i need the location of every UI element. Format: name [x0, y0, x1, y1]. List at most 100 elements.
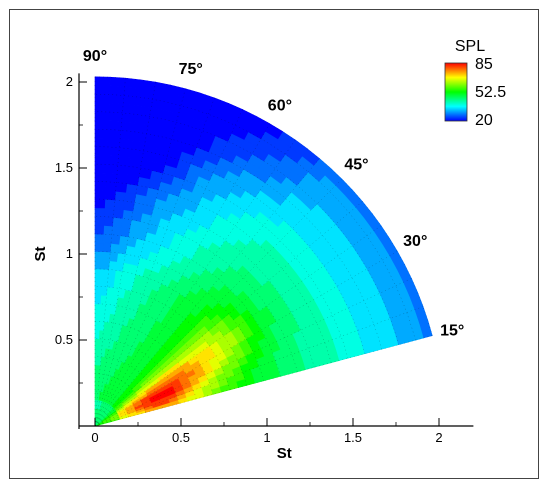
contour-cell: [114, 190, 127, 202]
contour-cell: [94, 277, 102, 287]
grid-arc: [94, 338, 180, 404]
x-tick-label: 2: [435, 430, 442, 445]
grid-arc: [94, 390, 129, 418]
contour-cell: [94, 312, 101, 322]
contour-cell: [124, 77, 141, 89]
contour-cell: [94, 224, 105, 235]
grid-arc: [94, 128, 382, 350]
contour-cell: [103, 216, 114, 227]
contour-cell: [117, 156, 131, 167]
contour-cell: [107, 269, 116, 280]
grid-arc: [94, 355, 163, 408]
contour-cell: [111, 225, 122, 236]
contour-cell: [94, 259, 103, 270]
contour-cell: [94, 329, 100, 340]
x-tick-label: 1.5: [344, 430, 362, 445]
angle-label: 90°: [83, 48, 107, 65]
contour-cell: [94, 233, 104, 244]
contour-cell: [94, 338, 100, 348]
y-tick-label: 1: [66, 246, 73, 261]
contour-cell: [113, 199, 125, 210]
contour-cell: [115, 182, 128, 193]
contour-cell: [104, 190, 116, 201]
contour-cell: [94, 347, 99, 357]
contour-cell: [94, 268, 103, 279]
angle-label: 75°: [179, 61, 203, 78]
contour-cell: [106, 277, 115, 288]
contour-cell: [94, 128, 109, 139]
y-tick-label: 0.5: [55, 332, 73, 347]
contour-cell: [118, 147, 132, 159]
contour-cell: [101, 251, 111, 262]
contour-cell: [106, 155, 119, 166]
contour-cell: [94, 163, 107, 174]
labels: 0 0.5 1 1.5 2 0.5 1 1.5 2 St St 90° 75° 60° 45° 30° 15°: [32, 48, 464, 462]
grid-arc: [94, 111, 399, 345]
contour-cell: [105, 164, 119, 175]
contour-cell: [94, 364, 98, 374]
x-tick-label: 0: [91, 430, 98, 445]
x-axis-label: St: [277, 445, 292, 462]
contour-cell: [108, 94, 125, 105]
contour-cell: [108, 103, 124, 114]
grid-lines: [94, 76, 433, 427]
contour-cell: [100, 286, 108, 296]
contour-cell: [94, 111, 110, 122]
y-tick-label: 2: [66, 74, 73, 89]
x-tick-label: 1: [263, 430, 270, 445]
contour-cell: [94, 373, 98, 383]
contour-cell: [104, 181, 117, 192]
contour-cell: [106, 137, 121, 149]
y-tick-label: 1.5: [55, 160, 73, 175]
contour-cell: [112, 208, 124, 219]
contour-cell: [94, 303, 101, 313]
contour-cell: [105, 295, 113, 306]
contour-cell: [94, 198, 106, 209]
grid-arc: [94, 216, 298, 372]
grid-arc: [94, 321, 197, 399]
contour-cell: [119, 226, 131, 238]
contour-cell: [103, 225, 113, 236]
contour-cell: [94, 294, 102, 305]
x-tick-label: 0.5: [172, 430, 190, 445]
contour-cell: [94, 216, 105, 226]
contour-cell: [99, 312, 106, 322]
colorbar-tick-label: 85: [475, 56, 493, 73]
contour-cell: [94, 85, 111, 95]
contour-cell: [98, 321, 105, 331]
grid-arc: [94, 198, 315, 368]
grid-arc: [94, 76, 433, 336]
grid-arc: [94, 233, 281, 377]
contour-cell: [112, 216, 123, 228]
contour-cell: [108, 111, 123, 122]
grid-arc: [94, 373, 146, 413]
contour-cell: [94, 382, 98, 392]
contour-cell: [94, 146, 108, 156]
colorbar-title: SPL: [455, 38, 485, 55]
y-axis-label: St: [32, 246, 49, 261]
angle-label: 60°: [268, 98, 292, 115]
contour-cell: [109, 85, 125, 96]
angle-label: 45°: [344, 157, 368, 174]
contour-cell: [119, 130, 135, 141]
contour-cell: [94, 93, 110, 104]
contour-cell: [109, 76, 126, 88]
contour-cell: [120, 217, 132, 229]
contour-cell: [103, 207, 115, 218]
contour-cell: [116, 164, 130, 176]
contour-cell: [94, 242, 104, 252]
contour-cell: [139, 79, 156, 92]
contour-cell: [94, 181, 106, 191]
contour-cell: [110, 234, 121, 245]
contour-cell: [109, 251, 119, 262]
contour-cell: [94, 390, 97, 401]
contour-cell: [94, 251, 103, 261]
contour-cell: [100, 294, 107, 305]
contour-cell: [94, 137, 108, 148]
colorbar: [444, 62, 468, 122]
contour-cell: [94, 190, 106, 200]
grid-arc: [94, 181, 332, 363]
contour-cell: [109, 243, 120, 254]
contour-cell: [100, 277, 109, 288]
